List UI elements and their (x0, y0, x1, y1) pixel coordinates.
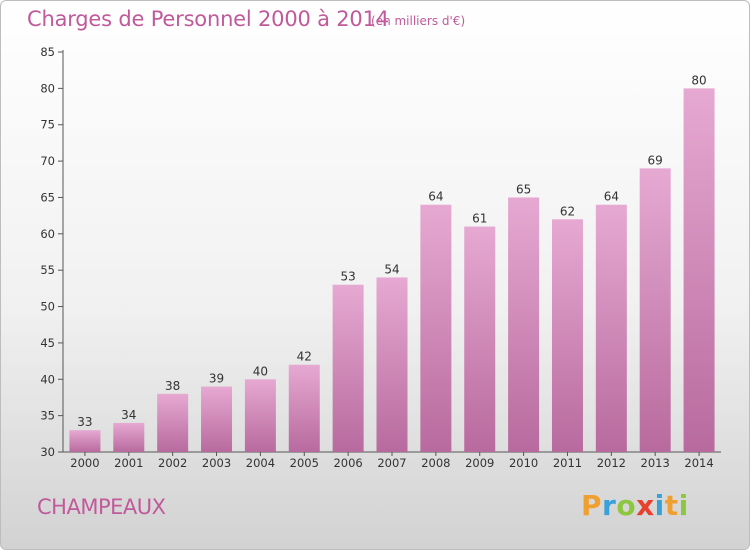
data-label: 64 (428, 190, 443, 204)
y-tick-label: 30 (40, 445, 55, 459)
y-tick-label: 55 (40, 263, 55, 277)
data-label: 54 (384, 262, 399, 276)
bar (508, 197, 540, 452)
y-tick-label: 70 (40, 154, 55, 168)
x-tick-label: 2007 (377, 456, 406, 470)
logo-letter: P (581, 489, 603, 522)
x-tick-label: 2014 (684, 456, 713, 470)
data-label: 62 (560, 204, 575, 218)
data-label: 61 (472, 212, 487, 226)
bar (69, 430, 101, 452)
chart-title: Charges de Personnel 2000 à 2014 (27, 7, 389, 31)
bar (288, 364, 320, 452)
y-tick-label: 85 (40, 45, 55, 59)
x-tick-label: 2010 (509, 456, 538, 470)
bar (244, 379, 276, 452)
logo-letter: x (636, 489, 655, 522)
y-tick-label: 35 (40, 409, 55, 423)
x-tick-label: 2013 (641, 456, 670, 470)
logo-letter: t (664, 489, 679, 522)
data-label: 34 (121, 408, 136, 422)
y-tick-label: 75 (40, 118, 55, 132)
commune-name: CHAMPEAUX (37, 495, 166, 519)
bar (683, 88, 715, 452)
data-label: 42 (297, 350, 312, 364)
y-tick-label: 40 (40, 372, 55, 386)
chart-subtitle: (en milliers d'€) (371, 14, 466, 28)
x-tick-label: 2003 (202, 456, 231, 470)
bar (420, 204, 452, 452)
x-tick-label: 2004 (246, 456, 275, 470)
data-label: 64 (604, 190, 619, 204)
logo-letter: i (654, 489, 665, 522)
bar (157, 393, 189, 452)
logo-letter: o (616, 489, 637, 522)
bar (332, 284, 364, 452)
bar (551, 219, 583, 452)
y-tick-label: 80 (40, 81, 55, 95)
x-tick-label: 2006 (333, 456, 362, 470)
data-label: 39 (209, 372, 224, 386)
bar (201, 386, 233, 452)
bar (464, 226, 496, 452)
x-tick-label: 2001 (114, 456, 143, 470)
y-tick-label: 45 (40, 336, 55, 350)
data-label: 65 (516, 182, 531, 196)
x-tick-label: 2011 (553, 456, 582, 470)
logo-letter: i (678, 489, 689, 522)
bar (595, 204, 627, 452)
x-tick-label: 2009 (465, 456, 494, 470)
data-label: 40 (253, 364, 268, 378)
x-tick-label: 2012 (597, 456, 626, 470)
data-label: 80 (691, 73, 706, 87)
data-label: 53 (340, 270, 355, 284)
y-tick-label: 65 (40, 190, 55, 204)
proxiti-logo[interactable]: Proxiti (581, 489, 689, 522)
x-tick-label: 2000 (70, 456, 99, 470)
x-tick-label: 2005 (290, 456, 319, 470)
logo-letter: r (602, 489, 617, 522)
y-tick-label: 60 (40, 227, 55, 241)
x-tick-label: 2002 (158, 456, 187, 470)
y-tick-label: 50 (40, 300, 55, 314)
bar (113, 422, 145, 452)
x-tick-label: 2008 (421, 456, 450, 470)
data-label: 38 (165, 379, 180, 393)
data-label: 33 (77, 415, 92, 429)
data-label: 69 (648, 153, 663, 167)
bar (376, 277, 408, 452)
bar (639, 168, 671, 452)
